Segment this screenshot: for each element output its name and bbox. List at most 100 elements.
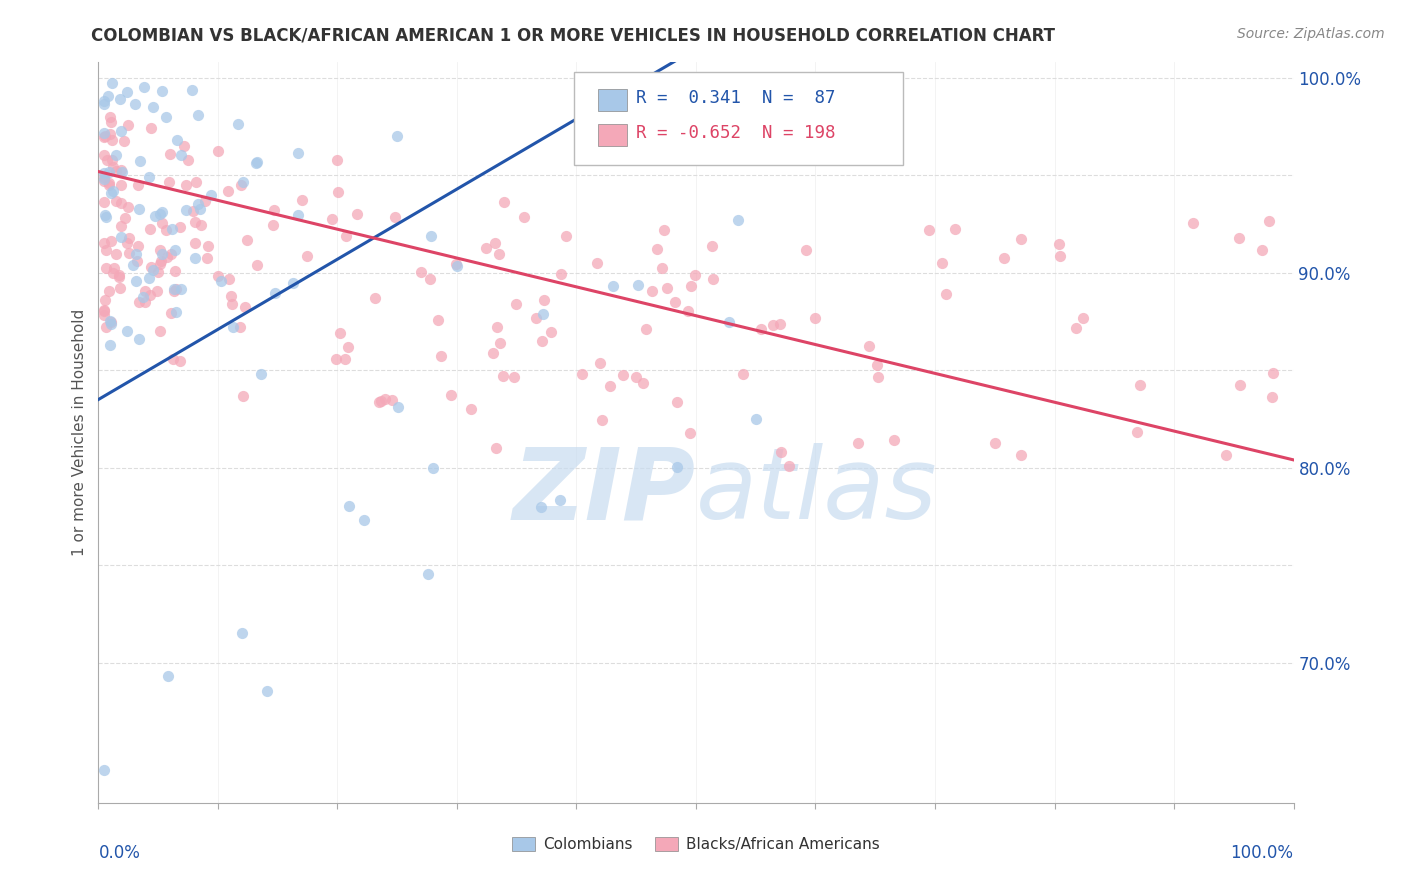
Point — [503, 369, 526, 384]
Point — [149, 324, 172, 338]
Point — [222, 320, 245, 334]
Point — [165, 263, 187, 277]
Point — [114, 211, 136, 225]
Point — [169, 353, 191, 368]
Point — [190, 218, 212, 232]
Point — [1257, 214, 1279, 228]
Point — [97, 285, 120, 299]
Point — [602, 278, 624, 293]
Point — [866, 369, 889, 384]
Point — [346, 207, 368, 221]
Point — [132, 290, 155, 304]
Point — [146, 265, 169, 279]
Point — [486, 319, 509, 334]
Point — [749, 322, 772, 336]
Point — [96, 261, 118, 276]
Point — [446, 260, 468, 274]
Point — [149, 243, 172, 257]
Point — [505, 297, 527, 311]
Point — [337, 340, 360, 354]
Point — [124, 96, 146, 111]
Point — [149, 207, 172, 221]
Point — [555, 229, 578, 244]
Point — [139, 288, 162, 302]
Point — [165, 243, 187, 257]
Point — [846, 435, 869, 450]
Point — [108, 268, 131, 283]
Point — [702, 238, 724, 252]
Point — [98, 164, 121, 178]
Point — [983, 436, 1005, 450]
Point — [586, 256, 609, 270]
Point — [150, 247, 173, 261]
Point — [101, 160, 124, 174]
Point — [702, 272, 724, 286]
Point — [127, 178, 149, 193]
Text: 100.0%: 100.0% — [1230, 844, 1294, 862]
Point — [146, 284, 169, 298]
Point — [374, 392, 396, 407]
Point — [139, 260, 162, 275]
Point — [156, 250, 179, 264]
Point — [531, 308, 554, 322]
Point — [97, 89, 120, 103]
Point — [883, 433, 905, 447]
Text: R = -0.652  N = 198: R = -0.652 N = 198 — [636, 124, 835, 142]
Point — [110, 196, 132, 211]
Point — [612, 368, 634, 382]
Text: R =  0.341  N =  87: R = 0.341 N = 87 — [636, 89, 835, 107]
Point — [263, 285, 285, 300]
Point — [387, 401, 409, 415]
Point — [263, 203, 285, 218]
Point — [200, 187, 222, 202]
Point — [96, 320, 118, 334]
Point — [207, 268, 229, 283]
Point — [169, 220, 191, 235]
Point — [236, 233, 259, 247]
Point — [98, 314, 121, 328]
Point — [229, 320, 252, 334]
Point — [219, 289, 242, 303]
Point — [1263, 366, 1285, 380]
Point — [159, 305, 181, 319]
Point — [550, 267, 572, 281]
Point — [533, 293, 555, 307]
Point — [115, 235, 138, 250]
Point — [111, 165, 134, 179]
Point — [93, 194, 115, 209]
Point — [93, 166, 115, 180]
Point — [125, 275, 148, 289]
Point — [138, 169, 160, 184]
Point — [768, 317, 790, 331]
FancyBboxPatch shape — [598, 89, 627, 112]
Point — [96, 211, 118, 225]
Point — [664, 295, 686, 310]
Point — [128, 295, 150, 310]
Point — [110, 124, 132, 138]
Point — [281, 277, 304, 291]
Point — [93, 302, 115, 317]
Point — [430, 349, 453, 363]
Point — [233, 300, 256, 314]
Point — [195, 251, 218, 265]
Point — [143, 209, 166, 223]
Point — [1182, 216, 1205, 230]
Point — [134, 294, 156, 309]
Point — [100, 317, 122, 331]
Point — [1073, 311, 1095, 326]
Point — [665, 395, 688, 409]
Point — [186, 175, 208, 189]
Point — [337, 500, 360, 514]
Point — [108, 92, 131, 106]
Point — [645, 242, 668, 256]
Point — [627, 278, 650, 293]
Point — [155, 223, 177, 237]
Point — [1261, 390, 1284, 404]
Point — [104, 247, 127, 261]
Point — [93, 94, 115, 108]
Point — [761, 318, 783, 332]
Point — [134, 285, 156, 299]
Point — [631, 376, 654, 391]
Point — [481, 346, 503, 360]
Point — [1126, 425, 1149, 439]
